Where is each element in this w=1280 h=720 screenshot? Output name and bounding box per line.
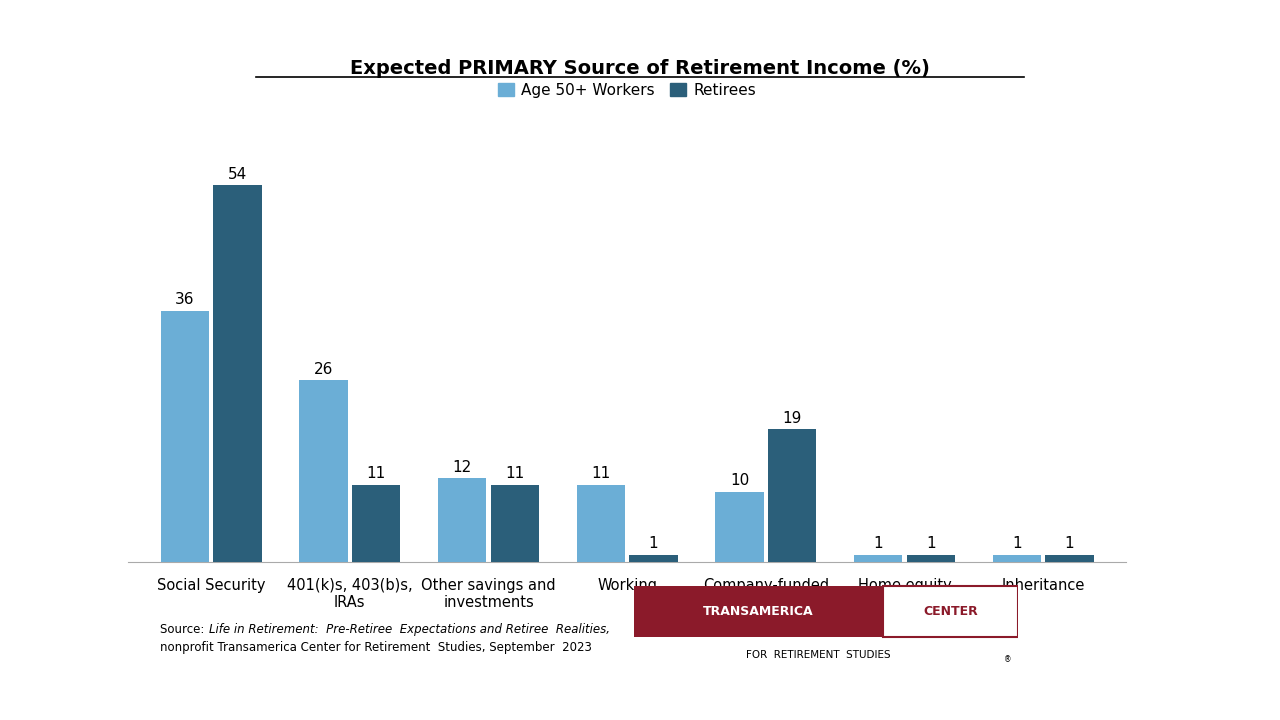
- Bar: [906, 554, 955, 562]
- Bar: [160, 311, 209, 562]
- Bar: [490, 485, 539, 562]
- Bar: [1046, 554, 1094, 562]
- Bar: [854, 554, 902, 562]
- Text: 1: 1: [925, 536, 936, 551]
- Text: 10: 10: [730, 474, 749, 488]
- Text: TRANSAMERICA: TRANSAMERICA: [703, 605, 814, 618]
- Text: Expected PRIMARY Source of Retirement Income (%): Expected PRIMARY Source of Retirement In…: [349, 59, 931, 78]
- Text: 1: 1: [1012, 536, 1021, 551]
- Text: 1: 1: [873, 536, 883, 551]
- Text: 54: 54: [228, 167, 247, 182]
- Bar: [300, 380, 348, 562]
- Bar: [576, 485, 625, 562]
- Bar: [630, 554, 678, 562]
- Text: FOR  RETIREMENT  STUDIES: FOR RETIREMENT STUDIES: [746, 650, 890, 660]
- Bar: [438, 478, 486, 562]
- Text: 11: 11: [506, 467, 525, 482]
- Text: 1: 1: [649, 536, 658, 551]
- Legend: Age 50+ Workers, Retirees: Age 50+ Workers, Retirees: [493, 77, 762, 104]
- Text: CENTER: CENTER: [923, 605, 978, 618]
- Text: 26: 26: [314, 362, 333, 377]
- Bar: [214, 185, 262, 562]
- Text: Life in Retirement:  Pre-Retiree  Expectations and Retiree  Realities,: Life in Retirement: Pre-Retiree Expectat…: [209, 623, 609, 636]
- Bar: [992, 554, 1041, 562]
- Text: 12: 12: [453, 459, 472, 474]
- Text: Source:: Source:: [160, 623, 209, 636]
- Text: nonprofit Transamerica Center for Retirement  Studies, September  2023: nonprofit Transamerica Center for Retire…: [160, 641, 591, 654]
- Bar: [716, 492, 764, 562]
- Text: ®: ®: [1005, 655, 1011, 665]
- Text: 1: 1: [1065, 536, 1074, 551]
- FancyBboxPatch shape: [883, 586, 1018, 636]
- Bar: [352, 485, 401, 562]
- Text: 11: 11: [366, 467, 385, 482]
- Text: 36: 36: [175, 292, 195, 307]
- Text: 19: 19: [782, 410, 801, 426]
- Text: 11: 11: [591, 467, 611, 482]
- Bar: [768, 429, 817, 562]
- FancyBboxPatch shape: [634, 586, 883, 636]
